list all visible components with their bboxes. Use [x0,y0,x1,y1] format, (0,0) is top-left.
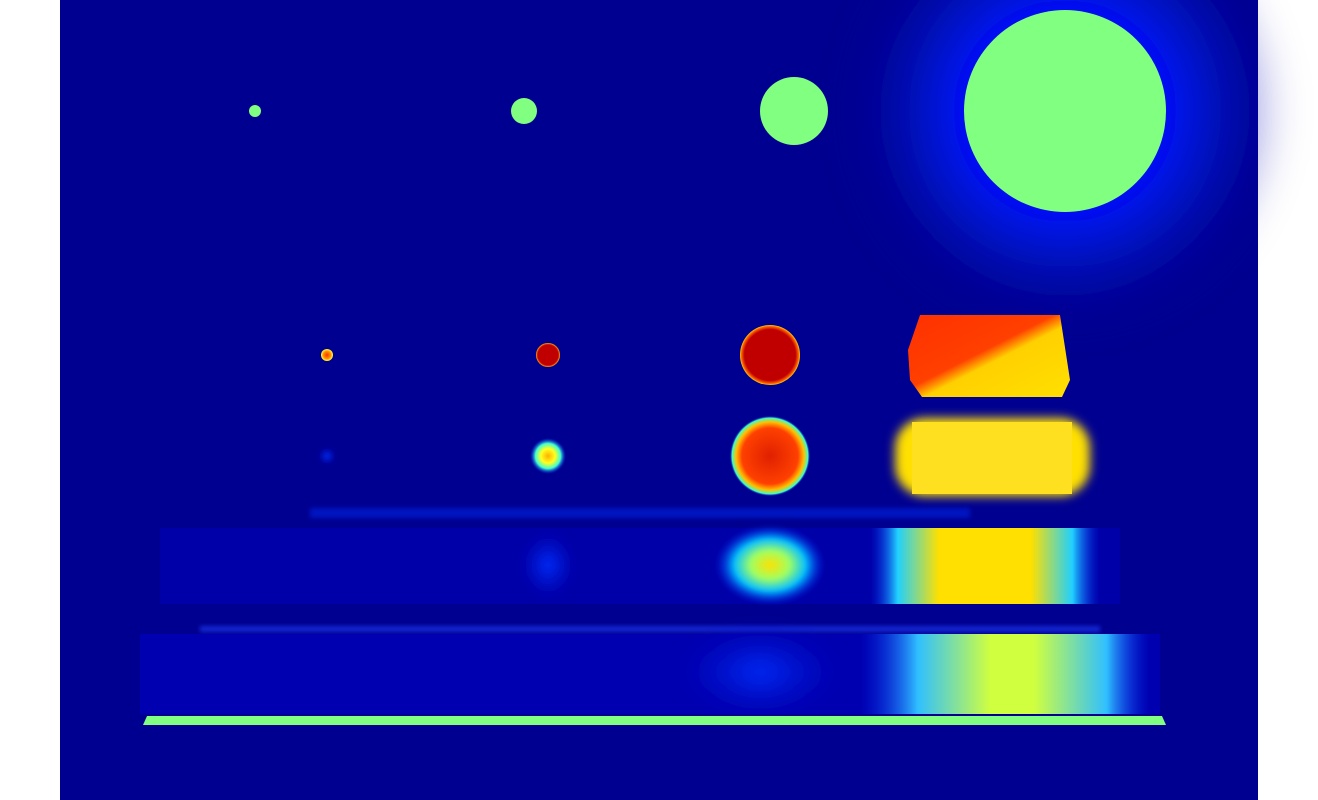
disc [511,98,537,124]
noise [200,626,1100,632]
disc [249,105,261,117]
disc [760,77,828,145]
bar [143,716,1166,725]
noise [310,508,970,518]
block [912,422,1072,494]
spot [740,325,800,385]
spot [730,416,810,496]
disc [964,10,1166,212]
block [860,634,1150,714]
spot [536,343,560,367]
spot [715,525,825,605]
spot [321,349,333,361]
spot [680,628,840,716]
block [908,315,1070,397]
spot [520,531,576,599]
spot [530,438,566,474]
block [870,528,1100,604]
spot [318,447,336,465]
